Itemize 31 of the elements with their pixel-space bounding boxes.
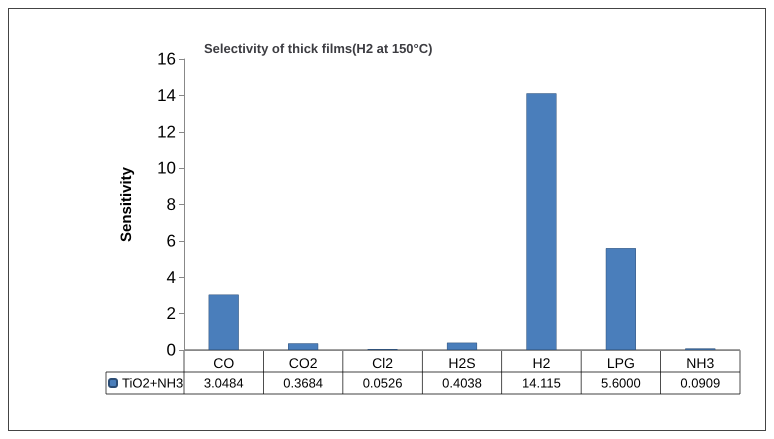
bar (606, 248, 636, 350)
y-tick-label: 6 (166, 231, 176, 250)
bar (208, 294, 239, 350)
data-label: 0.4038 (442, 376, 482, 390)
x-tick-label: CO (213, 355, 234, 371)
y-tick-label: 10 (157, 158, 176, 178)
x-tick-label: H2 (532, 355, 551, 371)
bar (446, 342, 478, 350)
legend-label: TiO2+NH3 (122, 376, 184, 390)
data-label: 0.0909 (680, 376, 720, 390)
data-label: 5.6000 (600, 376, 641, 390)
data-label: 14.115 (522, 376, 561, 390)
x-tick-label: NH3 (686, 355, 714, 371)
data-label: 0.3684 (283, 376, 324, 390)
bar (526, 93, 557, 350)
bar (288, 343, 318, 350)
y-tick-label: 0 (166, 340, 176, 360)
y-tick-label: 12 (157, 122, 176, 142)
y-tick-label: 14 (157, 86, 176, 105)
x-tick-label: H2S (448, 355, 476, 371)
y-tick-label: 16 (157, 50, 176, 68)
data-label: 0.0526 (362, 376, 402, 390)
x-tick-label: CO2 (288, 355, 318, 371)
data-label: 3.0484 (204, 376, 244, 390)
x-tick-label: Cl2 (372, 355, 394, 371)
y-tick-label: 4 (166, 268, 176, 287)
chart-title: Selectivity of thick films(H2 at 150°C) (204, 41, 432, 56)
y-tick-label: 8 (166, 195, 176, 214)
x-tick-label: LPG (606, 355, 635, 371)
y-axis-title: Sensitivity (118, 166, 135, 242)
y-tick-label: 2 (166, 304, 176, 324)
